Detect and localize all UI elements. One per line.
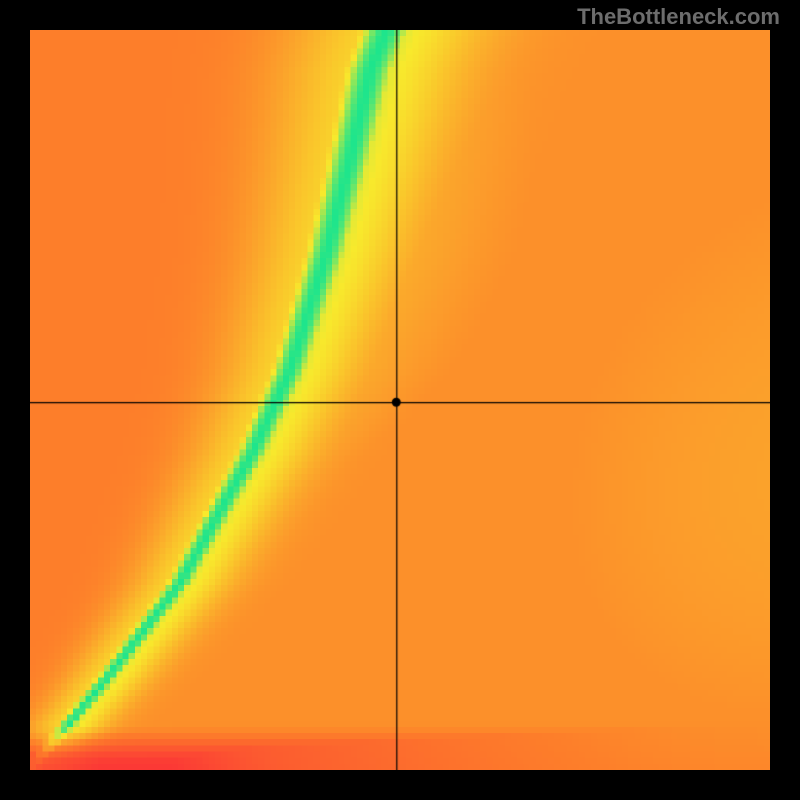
chart-container: TheBottleneck.com <box>0 0 800 800</box>
overlay-canvas <box>30 30 770 770</box>
watermark-text: TheBottleneck.com <box>577 4 780 30</box>
